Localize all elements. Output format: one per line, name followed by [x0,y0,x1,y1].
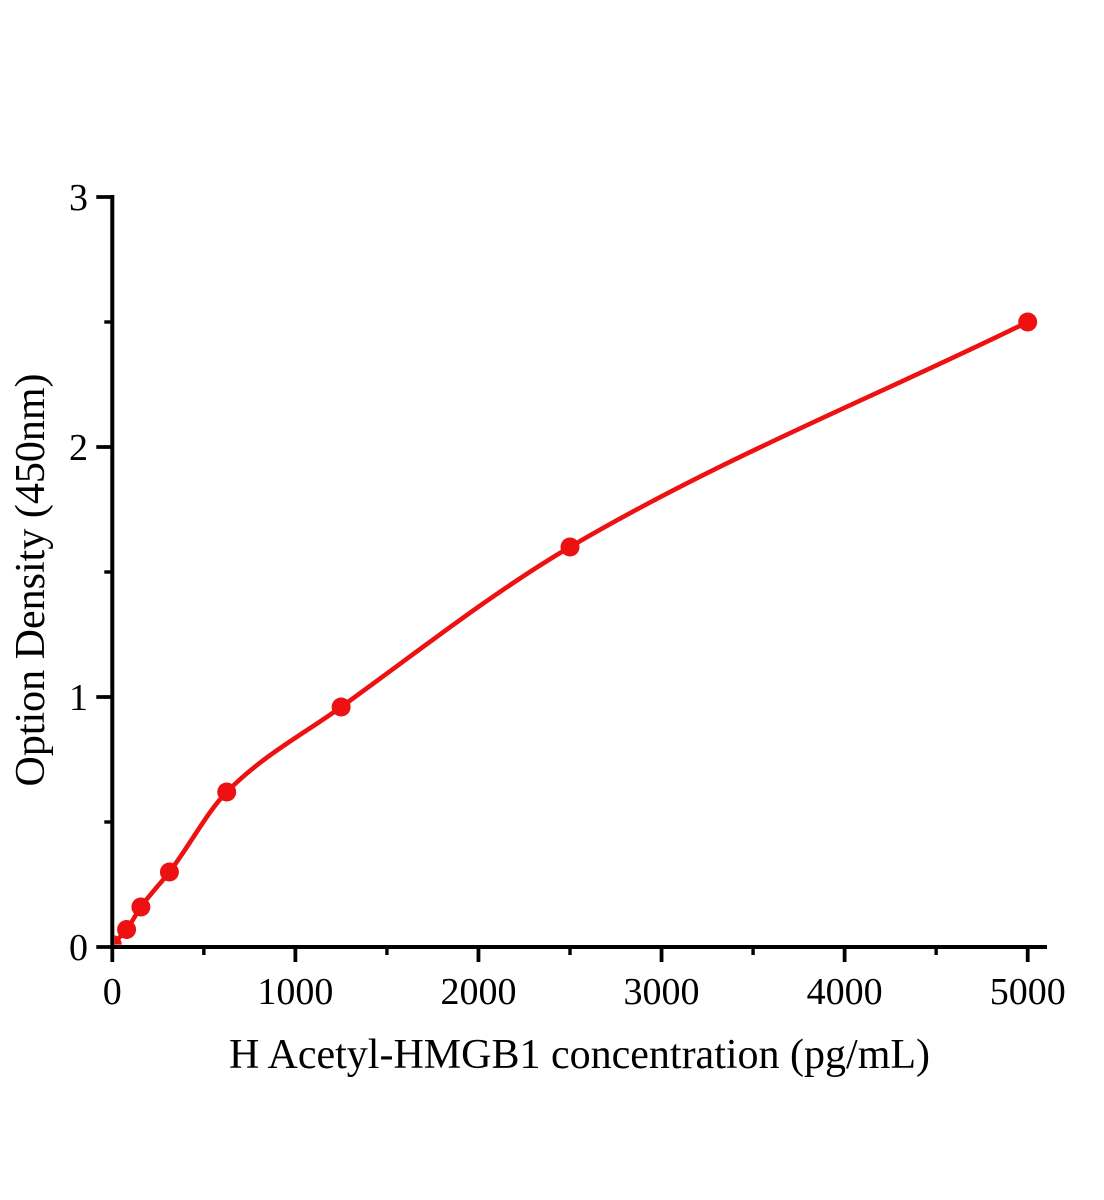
origin-data-point [114,935,122,945]
data-point [1018,312,1038,332]
data-point [159,862,179,882]
data-point [217,782,237,802]
x-tick-label: 1000 [257,971,333,1013]
y-tick-label: 0 [69,927,88,969]
x-tick-label: 3000 [624,971,700,1013]
axes-lines [110,195,1047,949]
x-tick-label: 5000 [990,971,1066,1013]
y-tick-label: 2 [69,427,88,469]
y-axis-title: Option Density (450nm) [8,373,54,787]
data-point [131,897,151,917]
standard-curve-line [114,319,1029,945]
x-tick-label: 0 [103,971,122,1013]
x-tick-label: 4000 [807,971,883,1013]
x-axis-title: H Acetyl-HMGB1 concentration (pg/mL) [229,1032,930,1078]
y-tick-label: 3 [69,177,88,219]
data-point [117,920,137,939]
y-tick-label: 1 [69,677,88,719]
data-point [560,537,580,557]
data-point [331,697,351,717]
x-tick-label: 2000 [440,971,516,1013]
